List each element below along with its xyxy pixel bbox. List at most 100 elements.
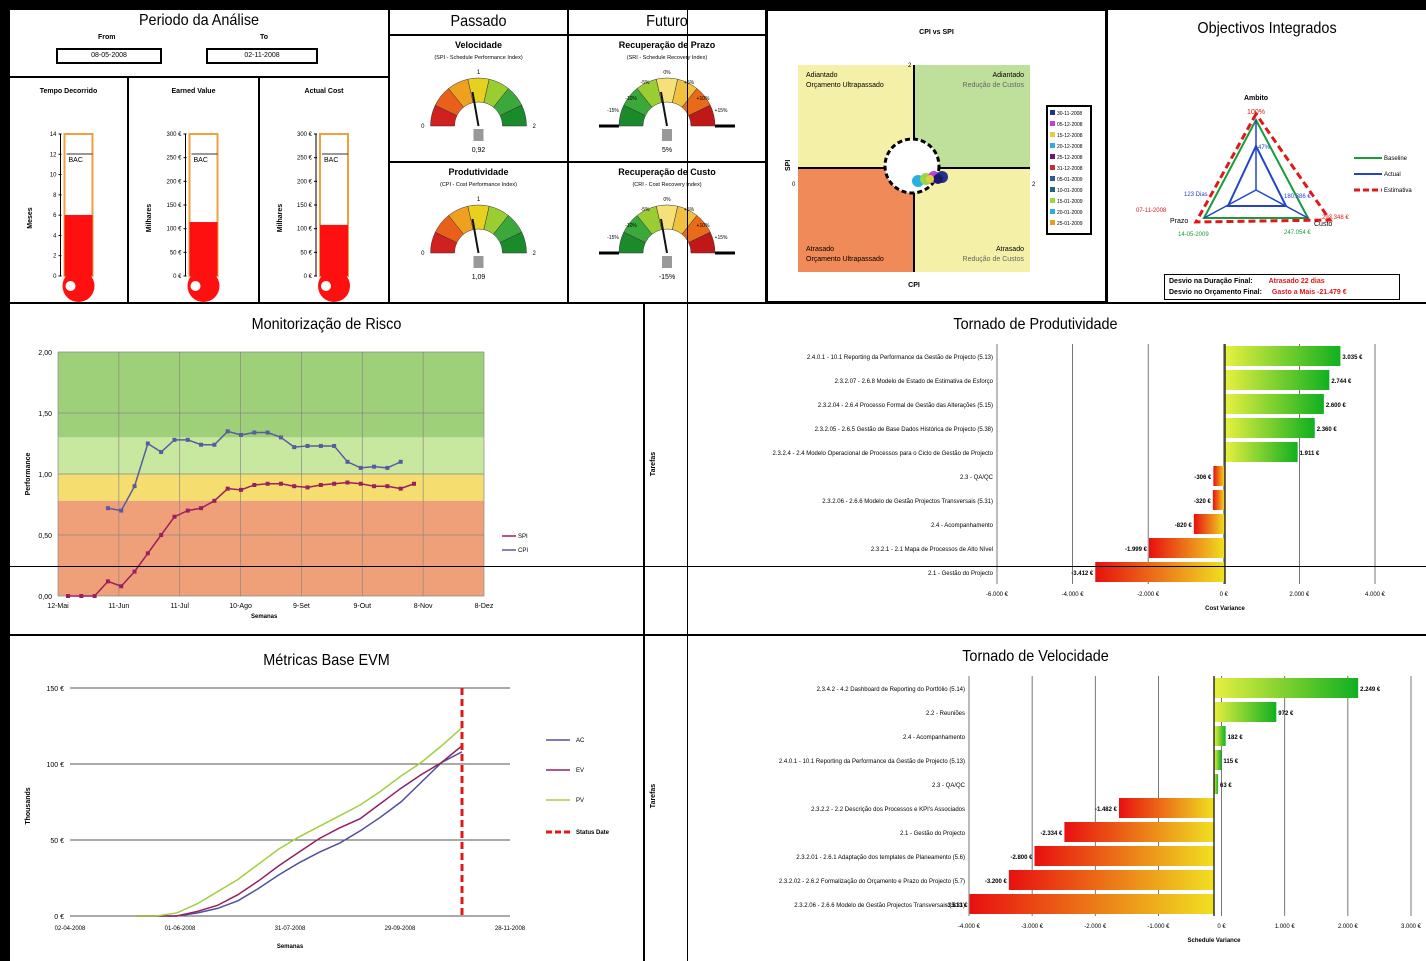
thermo-bac-label: BAC [324,157,338,164]
gauge-value: 1,09 [472,274,486,281]
gauge-max: 2 [533,124,537,130]
thermo-tick: 8 [53,193,57,199]
tornado-category: 2.3.2.07 - 2.6.8 Modelo de Estado de Est… [835,379,994,385]
tornado-value: 63 € [1220,783,1232,789]
d2-label: 180.386 € [1284,194,1311,200]
tornado-category: 2.3 - QA/QC [960,475,994,481]
tornado-category: 2.3.2.06 - 2.6.6 Modelo de Gestão Projec… [794,903,965,909]
tornado-value: 3.035 € [1342,355,1363,361]
thermo-tick: 12 [50,152,57,158]
risco-xtick: 8-Nov [414,603,433,610]
q-text: Adiantado [992,72,1024,79]
risco-point [212,442,217,447]
thermo-tick: 50 € [300,250,312,256]
thermo-bulb-highlight [190,281,201,291]
passado-header: Passado [390,10,567,34]
thermo-title: Actual Cost [304,88,344,95]
evm-line-ev [136,745,463,917]
evm-xtick: 02-04-2008 [55,926,86,932]
divider-line [687,0,688,961]
risco-point [239,432,243,437]
gauge-value: 5% [662,147,672,154]
risco-point [278,435,283,440]
evm-xtick: 31-07-2008 [275,926,306,932]
gauge-max: 2 [533,251,537,257]
thermo-bac-label: BAC [69,157,83,164]
prod-chart: -6.000 € -4.000 € -2.000 € 0 € 2.000 € 4.000 … [650,344,1386,612]
risco-xtick: 11-Jul [170,603,189,610]
q-text: Redução de Custos [962,256,1024,263]
legend-label: 05-12-2008 [1057,122,1083,128]
tornado-category: 2.3.2.05 - 2.6.5 Gestão de Base Dados Hi… [815,427,993,433]
thermometer-chart: 14 12 10 8 6 4 2 0 Meses BAC [27,132,95,302]
risco-point [185,508,190,513]
legend-estimativa: Estimativa [1384,188,1412,194]
gauge-segment [499,231,527,254]
axis-top-label: 2 [908,63,912,69]
vel-chart: -4.000 € -3.000 € -2.000 € -1.000 € 0 € 1.000… [650,676,1422,944]
risco-point [172,437,177,442]
risco-point [292,484,297,489]
legend-list: 30-11-2008 05-12-2008 15-12-2008 20-12-2008… [1050,109,1088,230]
legend-item: 25-01-2009 [1050,219,1088,230]
risco-point [318,482,323,487]
legend-label: 05-01-2009 [1057,177,1083,183]
tornado-bar [1214,702,1277,722]
risco-point [105,579,110,584]
band-high [58,352,484,438]
tornado-value: -2.800 € [1010,855,1033,861]
d3-label: 07-11-2008 [1136,208,1167,214]
to-field[interactable]: 02-11-2008 [206,48,318,64]
gauge-mid: 1 [477,70,481,76]
gauge-segment [499,104,527,127]
band-warn [58,474,484,501]
thermo-tick: 250 € [297,156,313,162]
risco-point [119,508,124,513]
thermo-tick: 100 € [297,227,313,233]
axis-right-label: 2 [1032,182,1036,188]
to-label: To [260,34,269,41]
tornado-value: 2.744 € [1331,379,1352,385]
tornado-xtick: -3.000 € [1021,924,1044,930]
from-label: From [98,34,116,41]
quadrant-bl-label: Atrasado Orçamento Ultrapassado [806,245,884,265]
tornado-value: 115 € [1223,759,1238,765]
risco-point [305,485,310,490]
tornado-xtick: 2.000 € [1338,924,1359,930]
risco-ytick: 0,50 [38,533,52,540]
legend-swatch [1050,165,1055,170]
tornado-category: 2.4 - Acompanhamento [931,523,994,529]
risco-ylabel: Performance [25,452,32,495]
tornado-bar [1214,750,1222,770]
legend-baseline: Baseline [1384,156,1408,162]
risco-point [412,481,416,486]
tornado-bar [1193,514,1225,534]
tornado-value: -3.200 € [985,879,1008,885]
tornado-value: 2.249 € [1360,687,1381,693]
evm-ytick: 100 € [46,762,64,769]
quadrant-br [914,168,1030,272]
gauge-chart: Velocidade (SPI - Schedule Performance In… [421,40,537,154]
q-text: Redução de Custos [962,82,1024,89]
divider-line [10,566,1426,567]
thermo-ylabel: Meses [27,207,34,229]
thermo-tick: 200 € [166,179,182,185]
tornado-bar [1064,822,1214,842]
risco-point [252,482,257,487]
thermo-fill [189,222,218,276]
vel-panel: Tornado de Velocidade -4.000 € -3.000 € -2… [645,636,1426,961]
risco-point [159,450,164,455]
thermo-tick: 150 € [297,203,313,209]
risco-point [225,429,230,434]
thermo-bulb-highlight [321,281,331,291]
risco-point [265,481,270,486]
tornado-category: 2.3.2.01 - 2.6.1 Adaptação dos templates… [796,855,965,861]
thermo-tick: 300 € [297,132,313,138]
tornado-category: 2.2 - Reuniões [926,711,965,717]
tornado-xtick: 0 € [1220,592,1229,598]
from-field[interactable]: 08-05-2008 [56,48,162,64]
thermo-tick: 0 € [173,274,182,280]
legend-swatch [1050,154,1055,159]
cpi-axis-label: CPI [908,282,920,289]
legend-label: 30-11-2008 [1057,111,1083,117]
